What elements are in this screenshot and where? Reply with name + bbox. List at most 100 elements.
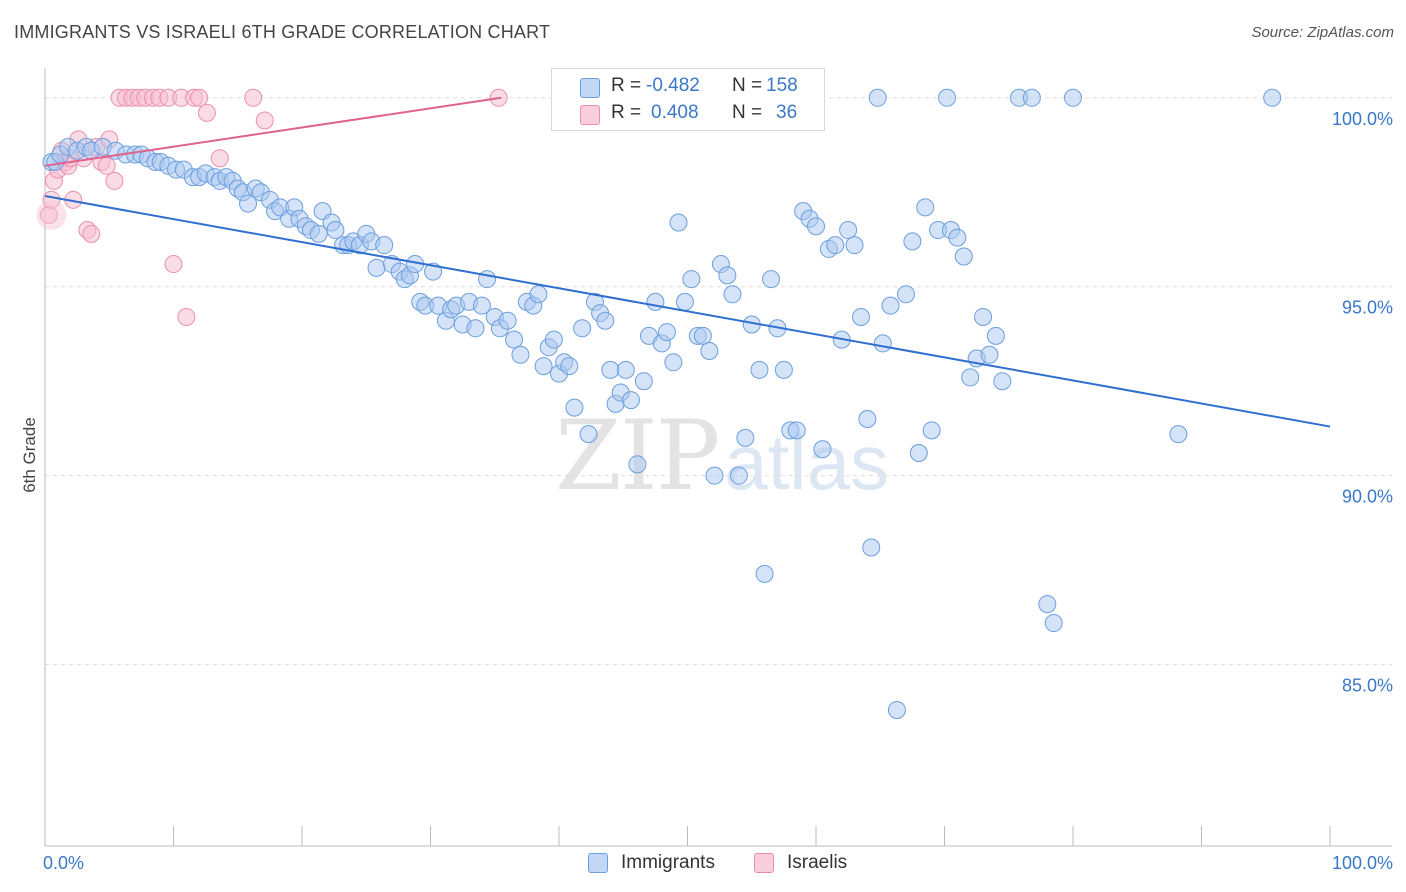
immigrants-point: [505, 330, 524, 349]
immigrants-point: [873, 334, 892, 353]
r-value: 0.408: [651, 102, 699, 123]
immigrants-point: [700, 341, 719, 360]
immigrants-point: [916, 198, 935, 217]
y-tick-label: 95.0%: [1342, 298, 1393, 318]
israelis-point: [197, 103, 216, 122]
x-tick-label: 0.0%: [43, 853, 84, 873]
immigrants-trendline: [44, 195, 1331, 428]
immigrants-point: [239, 194, 258, 213]
tick-labels: 100.0% 95.0% 90.0% 85.0% 0.0% 100.0%: [43, 109, 1393, 873]
n-label: N =: [732, 75, 763, 96]
immigrants-point: [922, 421, 941, 440]
immigrants-point: [544, 330, 563, 349]
y-tick-label: 90.0%: [1342, 487, 1393, 507]
immigrants-point: [466, 319, 485, 338]
immigrants-point: [693, 326, 712, 345]
immigrants-point: [560, 357, 579, 376]
legend-label-immigrants: Immigrants: [621, 852, 715, 873]
grid-layer: [45, 97, 1392, 666]
israelis-trendline: [44, 96, 502, 167]
chart-title: IMMIGRANTS VS ISRAELI 6TH GRADE CORRELAT…: [14, 22, 551, 42]
immigrants-point: [881, 296, 900, 315]
israelis-point-cluster: [36, 199, 67, 230]
immigrants-point: [948, 228, 967, 247]
immigrants-point: [1263, 88, 1282, 107]
immigrants-point: [375, 236, 394, 255]
immigrants-point: [993, 372, 1012, 391]
israelis-point: [105, 171, 124, 190]
immigrants-point: [718, 266, 737, 285]
y-tick-label: 100.0%: [1332, 109, 1393, 129]
immigrants-point: [909, 444, 928, 462]
immigrants-point: [858, 409, 877, 428]
immigrants-point: [579, 425, 598, 444]
immigrants-point: [511, 345, 530, 364]
immigrants-point: [634, 372, 653, 391]
immigrants-point: [1044, 614, 1063, 633]
immigrants-point: [729, 466, 748, 485]
immigrants-point: [868, 88, 887, 107]
immigrants-point: [887, 700, 906, 719]
immigrants-points: [42, 88, 1282, 719]
immigrants-point: [472, 296, 491, 315]
immigrants-point: [839, 221, 858, 240]
immigrants-point: [628, 455, 647, 474]
immigrants-point: [862, 538, 881, 557]
immigrants-swatch: [580, 78, 600, 98]
israelis-legend-swatch: [754, 853, 774, 873]
immigrants-point: [1022, 88, 1041, 107]
immigrants-point: [498, 311, 517, 330]
immigrants-point: [326, 221, 345, 240]
immigrants-point: [986, 326, 1005, 345]
immigrants-point: [675, 292, 694, 311]
israelis-point: [97, 156, 116, 175]
immigrants-point: [980, 345, 999, 364]
israelis-point: [190, 88, 209, 107]
legend-label-israelis: Israelis: [787, 852, 848, 873]
r-value: -0.482: [646, 75, 700, 96]
r-label: R =: [611, 75, 642, 96]
immigrants-point: [565, 398, 584, 417]
immigrants-point: [596, 311, 615, 330]
r-label: R =: [611, 102, 642, 123]
immigrants-point: [669, 213, 688, 232]
immigrants-point: [309, 224, 328, 243]
immigrants-point: [1038, 595, 1057, 614]
israelis-point: [255, 111, 274, 130]
x-tick-label: 100.0%: [1332, 853, 1393, 873]
immigrants-point: [616, 360, 635, 379]
immigrants-point: [534, 357, 553, 376]
immigrants-point: [750, 360, 769, 379]
israelis-point: [244, 88, 263, 107]
n-value: 36: [776, 102, 798, 123]
immigrants-point: [529, 285, 548, 304]
immigrants-point: [813, 440, 832, 459]
y-tick-label: 85.0%: [1342, 676, 1393, 696]
immigrants-point: [845, 236, 864, 255]
immigrants-point: [896, 285, 915, 304]
source-label: Source: ZipAtlas.com: [1251, 24, 1394, 41]
immigrants-point: [755, 564, 774, 583]
immigrants-point: [646, 292, 665, 311]
immigrants-point: [367, 258, 386, 277]
israelis-point: [177, 307, 196, 326]
immigrants-point: [682, 270, 701, 289]
immigrants-point: [807, 217, 825, 236]
immigrants-point: [601, 360, 620, 379]
immigrants-point: [573, 319, 592, 338]
israelis-point: [210, 149, 229, 168]
immigrants-point: [974, 307, 993, 326]
immigrants-point: [787, 421, 806, 440]
immigrants-point: [705, 466, 724, 485]
immigrants-point: [762, 270, 781, 289]
israelis-point: [82, 224, 101, 243]
trendlines: [44, 96, 1331, 428]
immigrants-point: [621, 391, 640, 410]
immigrants-point: [851, 307, 870, 326]
immigrants-point: [774, 360, 793, 379]
immigrants-point: [903, 232, 922, 251]
immigrants-point: [1169, 425, 1188, 444]
israelis-swatch: [580, 105, 600, 125]
immigrants-point: [938, 88, 957, 107]
